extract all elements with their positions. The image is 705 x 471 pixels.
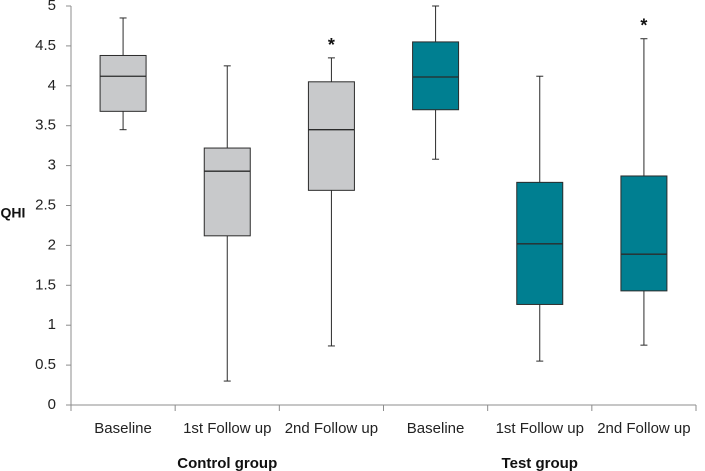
- box-3: *: [307, 35, 355, 347]
- x-category-label: 2nd Follow up: [285, 420, 378, 437]
- y-tick-label: 1: [48, 316, 56, 333]
- iqr-box: [203, 147, 251, 237]
- significance-marker: *: [640, 16, 647, 36]
- axis-labels: 0 0.5 1 1.5 2 2.5 3 3.5 4 4.5 5 Baseline 1st Follow …: [35, 0, 690, 471]
- y-tick-label: 2.5: [35, 196, 56, 213]
- iqr-box: [307, 81, 355, 191]
- group-label: Test group: [502, 455, 578, 471]
- y-tick-label: 0.5: [35, 356, 56, 373]
- group-label: Control group: [177, 455, 277, 471]
- box-2: [203, 65, 251, 382]
- x-category-label: 2nd Follow up: [597, 420, 690, 437]
- iqr-box: [620, 175, 668, 292]
- significance-marker: *: [328, 35, 335, 55]
- x-category-label: 1st Follow up: [183, 420, 271, 437]
- x-category-label: Baseline: [94, 420, 152, 437]
- y-tick-label: 3.5: [35, 117, 56, 134]
- box-6: *: [620, 16, 668, 346]
- x-category-label: 1st Follow up: [496, 420, 584, 437]
- y-tick-label: 1.5: [35, 276, 56, 293]
- y-tick-label: 0: [48, 396, 56, 413]
- box-5: [516, 75, 564, 362]
- y-axis-title: QHI: [1, 205, 26, 221]
- y-tick-label: 4.5: [35, 37, 56, 54]
- y-tick-label: 5: [48, 0, 56, 14]
- box-4: [412, 5, 460, 160]
- axes: [66, 5, 697, 411]
- y-tick-label: 2: [48, 236, 56, 253]
- y-tick-label: 3: [48, 157, 56, 174]
- y-tick-label: 4: [48, 77, 56, 94]
- iqr-box: [99, 54, 147, 112]
- box-series: **: [99, 5, 668, 382]
- iqr-box: [412, 41, 460, 111]
- x-category-label: Baseline: [407, 420, 465, 437]
- box-1: [99, 17, 147, 131]
